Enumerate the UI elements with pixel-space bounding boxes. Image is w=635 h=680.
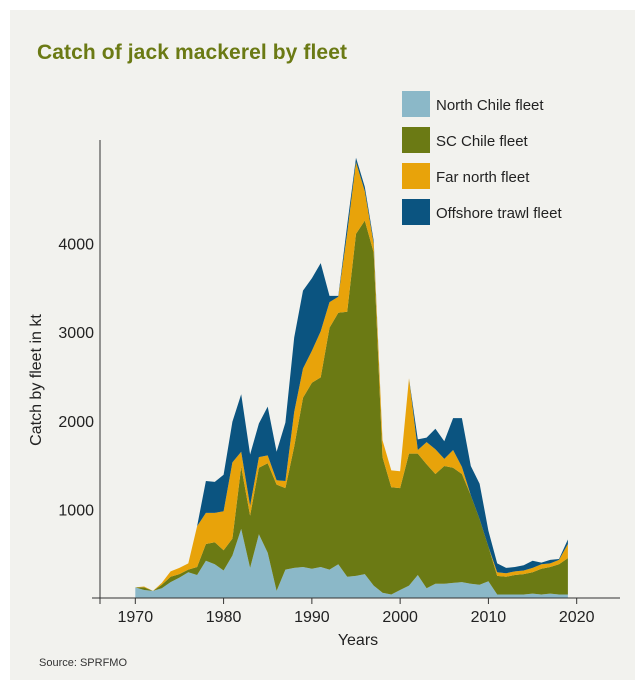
x-ticks: 1970 1980 1990 2000 2010 2020 xyxy=(118,598,595,626)
legend-swatch xyxy=(402,163,430,189)
y-axis-label: Catch by fleet in kt xyxy=(28,314,45,446)
x-tick-label: 2010 xyxy=(471,609,507,626)
x-tick-label: 1990 xyxy=(294,609,330,626)
legend-swatch xyxy=(402,127,430,153)
chart-title: Catch of jack mackerel by fleet xyxy=(37,41,348,64)
y-tick-label: 2000 xyxy=(58,414,94,431)
legend-label: North Chile fleet xyxy=(436,97,544,114)
y-tick-label: 3000 xyxy=(58,325,94,342)
y-tick-label: 1000 xyxy=(58,502,94,519)
area-layers xyxy=(135,157,568,598)
x-tick-label: 1970 xyxy=(118,609,154,626)
area-north-chile-fleet xyxy=(135,528,568,598)
legend: North Chile fleet SC Chile fleet Far north… xyxy=(402,91,562,225)
x-tick-label: 2020 xyxy=(559,609,595,626)
legend-label: Offshore trawl fleet xyxy=(436,205,562,222)
legend-swatch xyxy=(402,91,430,117)
area-sc-chile-fleet xyxy=(135,220,568,595)
y-tick-label: 4000 xyxy=(58,237,94,254)
y-ticks: 1000 2000 3000 4000 xyxy=(58,237,94,520)
x-tick-label: 2000 xyxy=(382,609,418,626)
legend-label: SC Chile fleet xyxy=(436,133,529,150)
x-tick-label: 1980 xyxy=(206,609,242,626)
x-axis-label: Years xyxy=(338,632,378,649)
legend-label: Far north fleet xyxy=(436,169,530,186)
legend-swatch xyxy=(402,199,430,225)
area-far-north-fleet xyxy=(135,162,568,591)
source-note: Source: SPRFMO xyxy=(39,657,128,669)
